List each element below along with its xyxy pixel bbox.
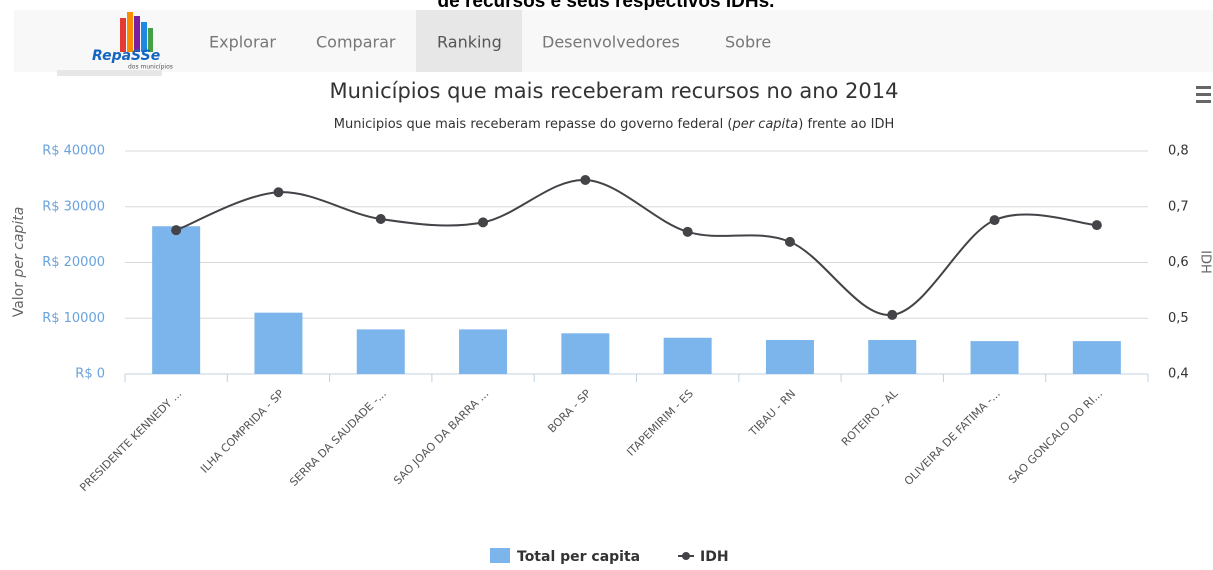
bar: [152, 226, 201, 374]
nav-active-bg: [416, 10, 522, 72]
x-tick-label: BORA - SP: [545, 387, 594, 436]
menu-line: [1196, 86, 1211, 89]
nav-item[interactable]: Ranking: [437, 33, 502, 52]
bar: [765, 339, 814, 374]
navbar: [14, 10, 1213, 72]
chart-subtitle-part: per capita: [731, 117, 798, 132]
x-tick-label: ILHA COMPRIDA - SP: [198, 387, 287, 476]
y2-tick-label: 0,5: [1168, 311, 1189, 326]
y-tick-label: R$ 10000: [42, 311, 105, 326]
x-tick-label: OLIVEIRA DE FATIMA -...: [902, 387, 1003, 488]
menu-line: [1196, 100, 1211, 103]
bar: [356, 329, 405, 374]
logo-bar: [120, 18, 126, 52]
x-tick-label: ITAPEMIRIM - ES: [624, 387, 696, 459]
x-tick-label: PRESIDENTE KENNEDY ...: [77, 387, 184, 494]
chart-subtitle-part: Municipios que mais receberam repasse do…: [334, 117, 733, 132]
legend-symbol: [490, 548, 510, 563]
menu-line: [1196, 93, 1211, 96]
logo-name: RepaSSe: [92, 48, 160, 64]
idh-point: [478, 217, 489, 228]
idh-point: [273, 187, 284, 198]
bar: [663, 337, 712, 374]
menu-icon[interactable]: [1196, 86, 1211, 103]
nav-item[interactable]: Sobre: [725, 33, 771, 52]
legend-label[interactable]: IDH: [700, 549, 729, 565]
logo[interactable]: RepaSSe dos municípios: [92, 12, 173, 71]
bar: [1072, 341, 1121, 374]
bar: [970, 341, 1019, 374]
y2-tick-label: 0,7: [1168, 199, 1189, 214]
x-tick-label: SERRA DA SAUDADE -...: [287, 387, 389, 489]
x-tick-label: TIBAU - RN: [746, 387, 798, 439]
nav-item[interactable]: Desenvolvedores: [542, 33, 680, 52]
x-tick-label: ROTEIRO - AL: [839, 386, 901, 448]
idh-point: [1091, 220, 1102, 231]
nav-item[interactable]: Explorar: [209, 33, 276, 52]
nav-item[interactable]: Comparar: [316, 33, 396, 52]
y-axis-title-part: Valor: [11, 278, 27, 318]
x-tick-label: SAO JOAO DA BARRA ...: [391, 387, 491, 487]
idh-point: [887, 309, 898, 320]
y-axis-title-part: per capita: [11, 207, 27, 279]
bar: [254, 312, 303, 374]
logo-bar: [134, 16, 140, 52]
bar: [459, 329, 508, 374]
y-tick-label: R$ 20000: [42, 255, 105, 270]
idh-line: [175, 178, 1097, 316]
y2-tick-label: 0,4: [1168, 367, 1189, 382]
chart-subtitle: Municipios que mais receberam repasse do…: [334, 117, 894, 132]
y-axis-title: Valor per capita: [11, 207, 27, 318]
y2-tick-label: 0,6: [1168, 255, 1189, 270]
idh-point: [989, 215, 1000, 226]
y-tick-label: R$ 40000: [42, 144, 105, 159]
chart-title: Municípios que mais receberam recursos n…: [330, 79, 899, 103]
y-tick-label: R$ 30000: [42, 199, 105, 214]
idh-point: [375, 214, 386, 225]
x-tick-label: SAO GONCALO DO RI...: [1006, 387, 1105, 486]
idh-point: [784, 236, 795, 247]
logo-underline: [57, 70, 162, 76]
chart-subtitle-part: ) frente ao IDH: [798, 117, 894, 132]
legend-symbol: [682, 552, 690, 560]
idh-point: [171, 225, 182, 236]
caption: de recursos e seus respectivos IDHs.: [438, 0, 775, 12]
idh-point: [580, 174, 591, 185]
logo-tagline: dos municípios: [128, 64, 173, 71]
idh-point: [682, 226, 693, 237]
bar: [561, 333, 610, 374]
y2-axis-title: IDH: [1198, 250, 1213, 274]
y2-tick-label: 0,8: [1168, 144, 1189, 159]
bar: [868, 339, 917, 374]
legend-label[interactable]: Total per capita: [517, 549, 640, 565]
logo-bar: [148, 28, 153, 52]
y-tick-label: R$ 0: [75, 367, 105, 382]
logo-bar: [141, 22, 147, 52]
logo-bar: [127, 12, 133, 52]
